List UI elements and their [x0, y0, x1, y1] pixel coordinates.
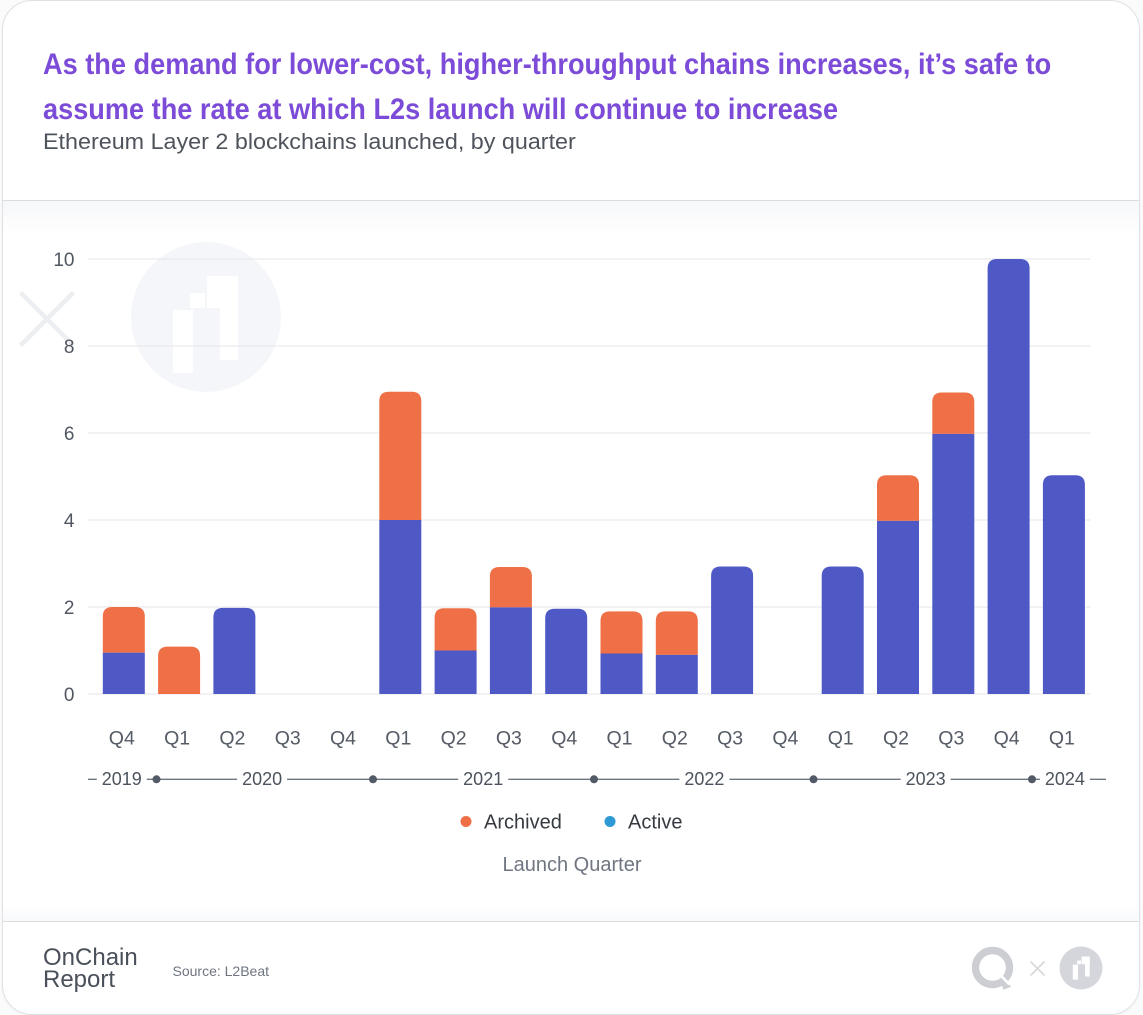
svg-text:8: 8	[64, 337, 75, 358]
svg-text:4: 4	[64, 511, 75, 532]
svg-text:2019: 2019	[102, 769, 142, 789]
svg-text:2: 2	[64, 598, 75, 619]
svg-text:2024: 2024	[1045, 769, 1085, 789]
svg-text:2022: 2022	[684, 769, 724, 789]
svg-text:2021: 2021	[463, 769, 503, 789]
svg-text:Q1: Q1	[385, 728, 411, 750]
svg-text:Q1: Q1	[828, 728, 854, 750]
svg-text:Q2: Q2	[219, 728, 245, 750]
svg-text:Q2: Q2	[441, 728, 467, 750]
svg-text:Archived: Archived	[484, 812, 562, 834]
svg-text:Active: Active	[628, 812, 682, 834]
svg-text:0: 0	[64, 685, 75, 706]
svg-text:Q1: Q1	[1049, 728, 1075, 750]
svg-text:Q3: Q3	[938, 728, 964, 750]
svg-text:Q4: Q4	[330, 728, 356, 750]
svg-text:2023: 2023	[906, 769, 946, 789]
svg-text:2020: 2020	[242, 769, 282, 789]
svg-text:10: 10	[53, 250, 74, 271]
svg-text:Q4: Q4	[772, 728, 798, 750]
svg-text:Q1: Q1	[606, 728, 632, 750]
svg-text:Q4: Q4	[551, 728, 577, 750]
svg-text:Q3: Q3	[275, 728, 301, 750]
svg-text:6: 6	[64, 424, 75, 445]
svg-text:Q4: Q4	[994, 728, 1020, 750]
svg-text:Q2: Q2	[662, 728, 688, 750]
svg-text:Q1: Q1	[164, 728, 190, 750]
svg-text:Q3: Q3	[496, 728, 522, 750]
svg-text:Launch Quarter: Launch Quarter	[503, 854, 642, 876]
svg-text:Q4: Q4	[109, 728, 135, 750]
svg-text:Q2: Q2	[883, 728, 909, 750]
svg-text:Q3: Q3	[717, 728, 743, 750]
